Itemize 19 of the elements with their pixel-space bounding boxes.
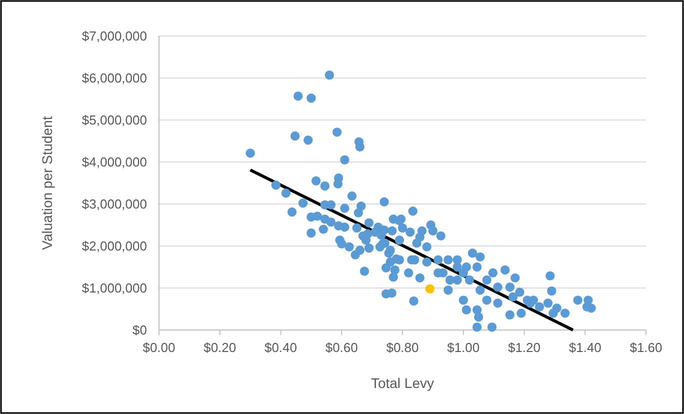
x-tick-label: $1.60: [630, 340, 662, 355]
y-tick-label: $7,000,000: [82, 28, 147, 44]
y-tick-label: $1,000,000: [82, 280, 147, 296]
y-tick-label: $6,000,000: [82, 70, 147, 86]
x-axis-title: Total Levy: [370, 375, 434, 391]
x-tick-label: $0.60: [325, 340, 358, 355]
x-tick-label: $0.20: [204, 340, 236, 355]
y-tick-label: $2,000,000: [82, 238, 147, 254]
x-tick-label: $0.00: [142, 340, 176, 355]
x-tick-label: $0.40: [264, 340, 298, 355]
y-axis-title: Valuation per Student: [39, 116, 55, 250]
y-tick-label: $5,000,000: [82, 112, 147, 128]
y-tick-label: $4,000,000: [82, 154, 147, 170]
y-tick-label: $0: [132, 322, 147, 338]
x-tick-label: $1.20: [508, 340, 541, 355]
x-tick-label: $1.00: [447, 340, 480, 355]
x-tick-label: $1.40: [568, 340, 602, 355]
y-tick-label: $3,000,000: [82, 196, 147, 212]
x-tick-label: $0.80: [386, 340, 419, 355]
